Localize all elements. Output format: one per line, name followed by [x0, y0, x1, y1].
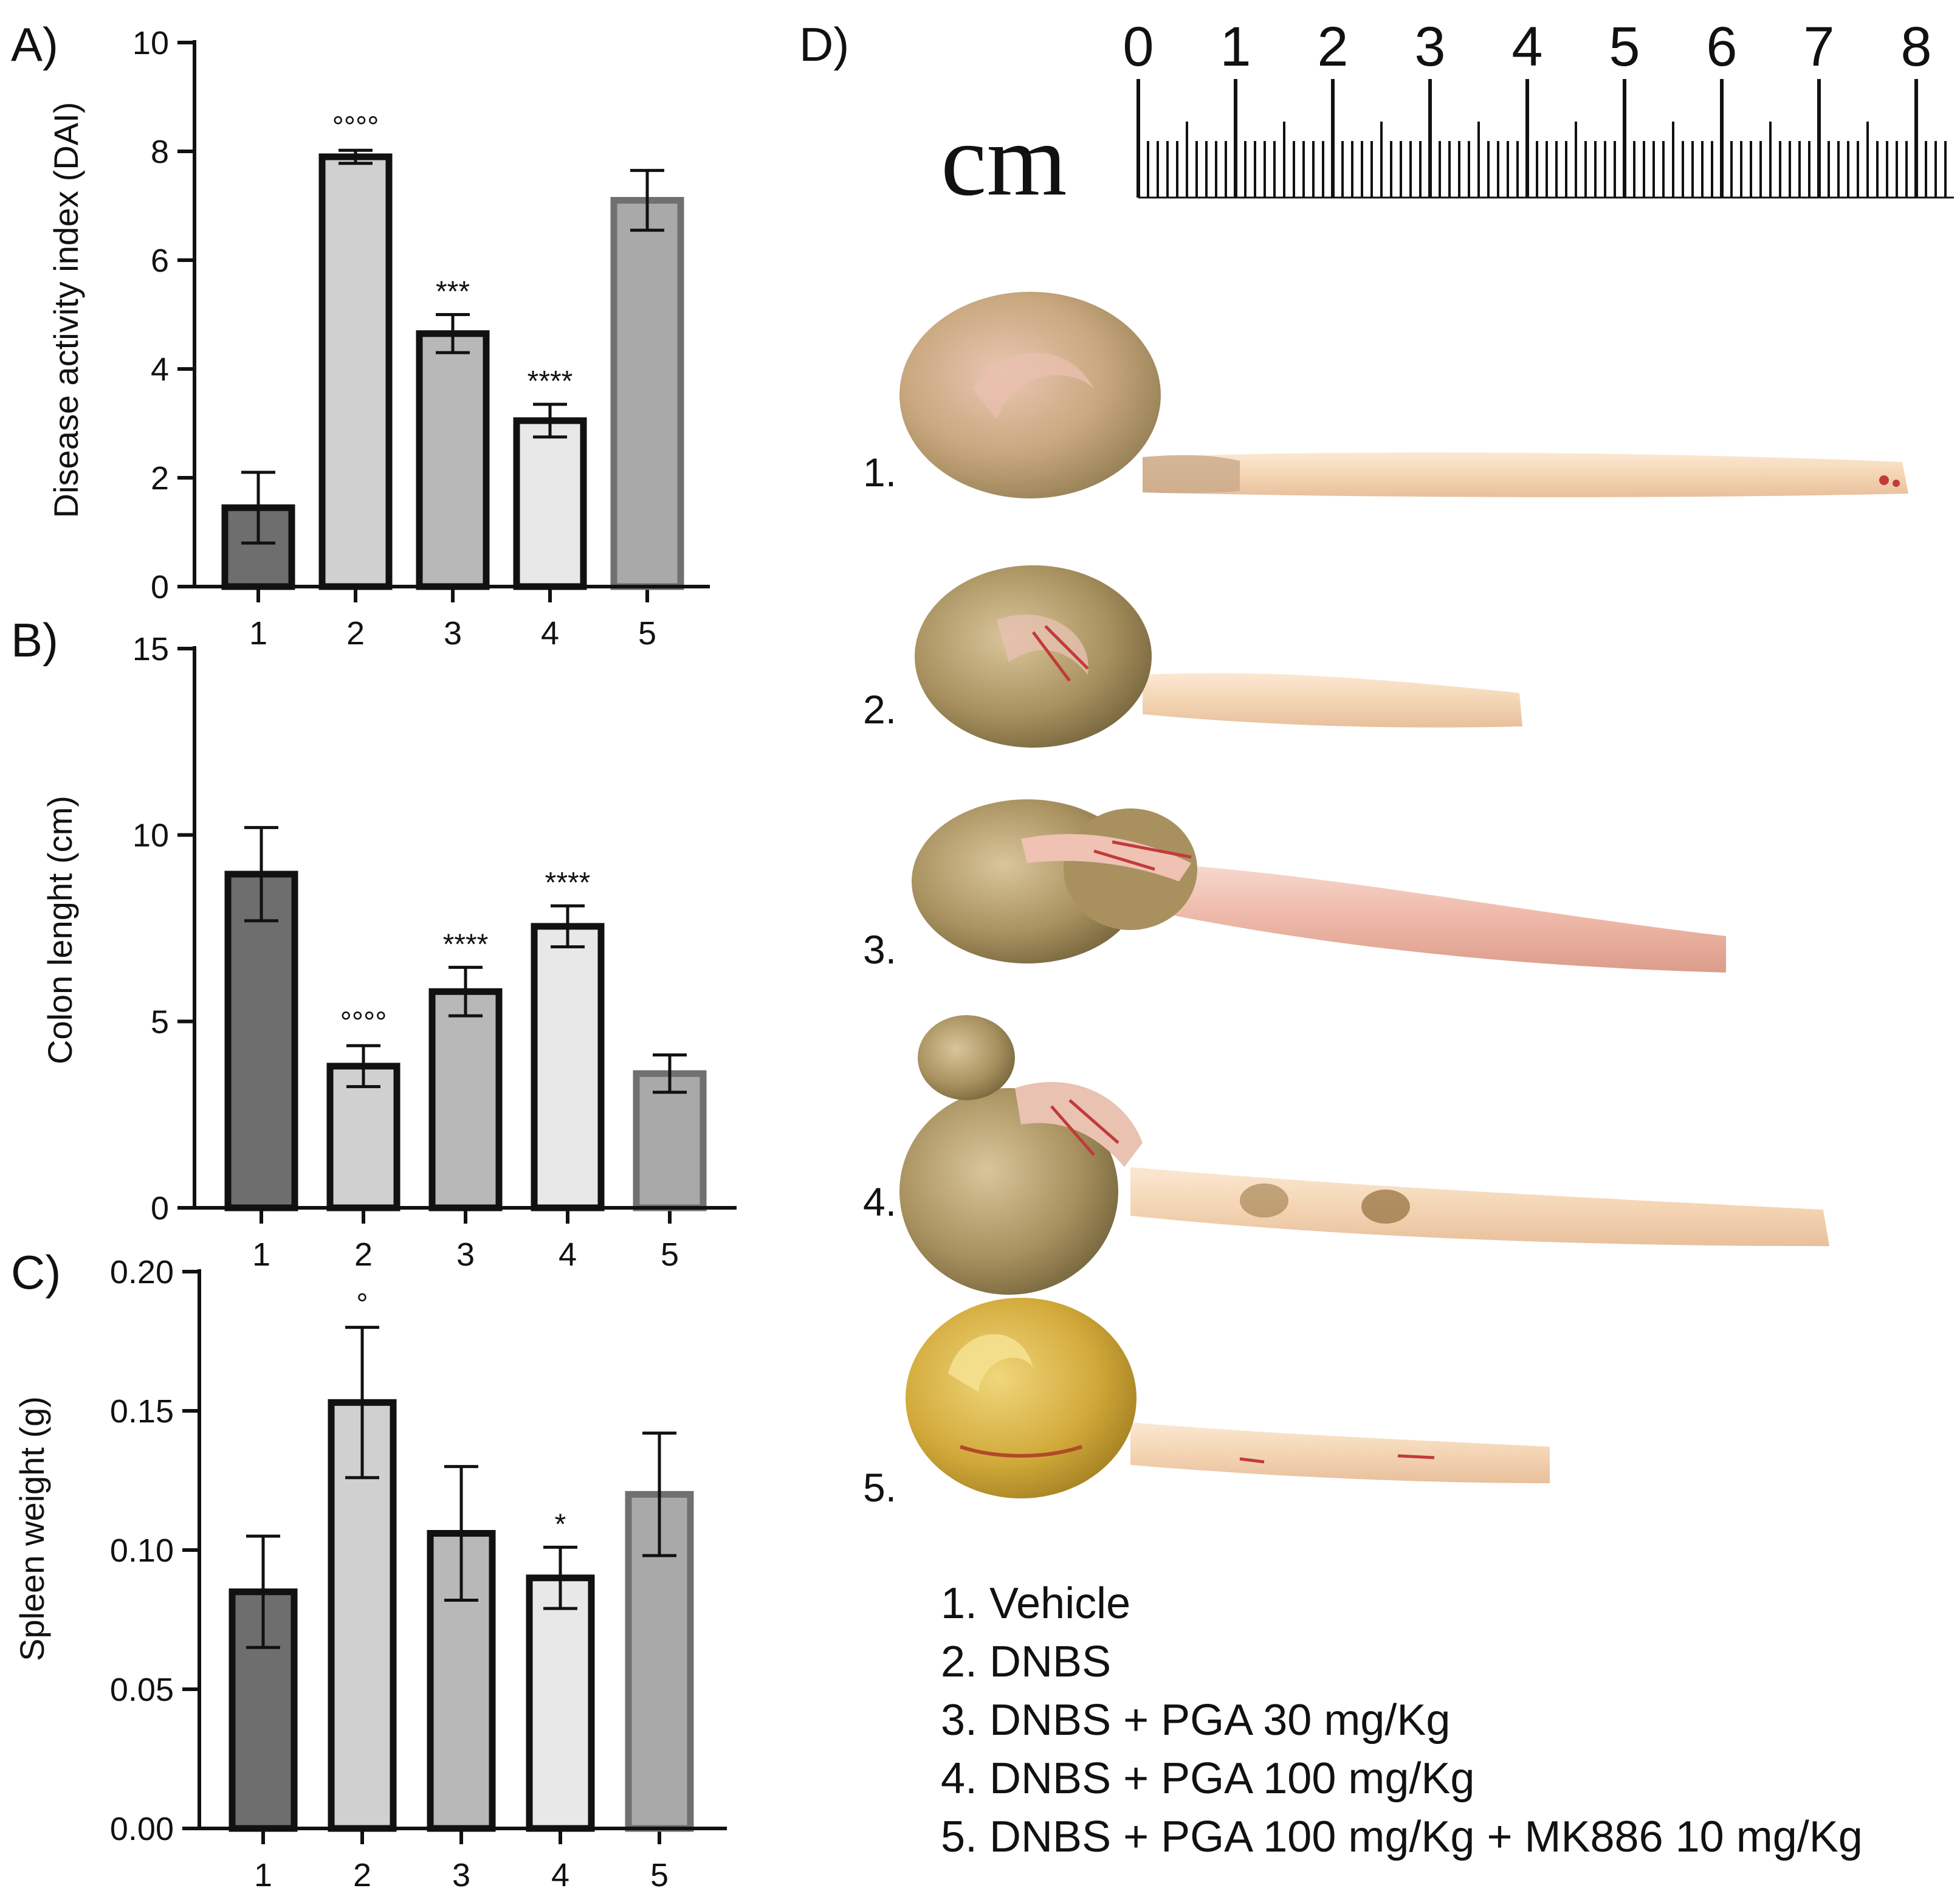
specimen-label-5: 5. [863, 1465, 896, 1510]
panel-label-a: A) [11, 18, 58, 71]
x-tick-label: 5 [638, 615, 656, 652]
x-tick-label: 2 [354, 1236, 373, 1273]
legend-item-pga-30: 3. DNBS + PGA 30 mg/Kg [941, 1696, 1451, 1745]
y-tick-label: 0.15 [110, 1393, 174, 1430]
significance-marker: * [555, 1508, 566, 1540]
chart-a-xticks: 1 2 3 4 5 [249, 587, 656, 652]
chart-b-xticks: 1 2 3 4 5 [252, 1208, 679, 1273]
ruler-label: 0 [1123, 16, 1154, 78]
y-tick-label: 0 [151, 1190, 169, 1227]
chart-c-yticks: 0.00 0.05 0.10 0.15 0.20 [110, 1254, 199, 1847]
significance-marker: *** [436, 276, 470, 308]
x-tick-label: 1 [249, 615, 267, 652]
legend-item-pga-100-mk886: 5. DNBS + PGA 100 mg/Kg + MK886 10 mg/Kg [941, 1813, 1863, 1861]
specimen-label-1: 1. [863, 450, 896, 495]
ruler-label: 4 [1511, 16, 1542, 78]
y-tick-label: 0.00 [110, 1811, 174, 1847]
chart-a-axes [193, 40, 710, 588]
x-tick-label: 1 [252, 1236, 270, 1273]
chart-c-axes [198, 1269, 727, 1830]
ruler-unit: cm [941, 103, 1067, 217]
bar-group-2 [318, 153, 393, 590]
y-tick-label: 0.10 [110, 1532, 174, 1569]
panel-label-d: D) [799, 18, 849, 71]
x-tick-label: 4 [559, 1236, 577, 1273]
x-tick-label: 4 [541, 615, 559, 652]
specimen-4 [899, 1015, 1829, 1295]
chart-b-axes [193, 646, 737, 1210]
x-tick-label: 5 [661, 1236, 679, 1273]
ruler-label: 6 [1706, 16, 1737, 78]
colon-photo-panel: D) cm 0 1 2 3 4 5 6 7 8 [799, 16, 1954, 1510]
bar-group-5 [610, 197, 684, 590]
x-tick-label: 3 [456, 1236, 475, 1273]
y-tick-label: 2 [151, 460, 169, 497]
x-tick-label: 2 [346, 615, 365, 652]
significance-marker: ° [356, 1289, 368, 1321]
bar-group-4 [531, 923, 605, 1211]
significance-marker: °°°° [332, 111, 379, 143]
specimen-label-3: 3. [863, 927, 896, 972]
legend-item-vehicle: 1. Vehicle [941, 1579, 1131, 1628]
significance-marker: **** [528, 365, 573, 398]
chart-b-ylabel: Colon lenght (cm) [41, 796, 79, 1064]
y-tick-label: 0.05 [110, 1672, 174, 1708]
chart-spleen-weight: C) Spleen weight (g) 0.00 0.05 0.10 0.15 0.2… [11, 1246, 727, 1893]
chart-b-bars: °°°° **** **** [224, 825, 707, 1211]
chart-a-yticks: 0 2 4 6 8 10 [132, 25, 194, 605]
ruler-label: 2 [1317, 16, 1348, 78]
ruler-label: 3 [1414, 16, 1445, 78]
y-tick-label: 0 [151, 569, 169, 605]
bar-group-4 [513, 417, 587, 590]
panel-label-b: B) [11, 613, 58, 667]
x-tick-label: 3 [444, 615, 462, 652]
chart-dai: A) Disease activity index (DAI) 0246810 … [11, 18, 710, 652]
y-tick-label: 15 [132, 631, 169, 667]
ruler-label: 1 [1220, 16, 1251, 78]
specimen-3 [912, 799, 1726, 973]
legend-item-dnbs: 2. DNBS [941, 1638, 1112, 1686]
chart-c-bars: °* [229, 1289, 694, 1832]
ruler-label: 7 [1803, 16, 1834, 78]
specimen-1 [899, 292, 1908, 498]
bar-group-1 [224, 870, 298, 1211]
x-tick-label: 1 [254, 1857, 272, 1893]
treatment-legend: 1. Vehicle 2. DNBS 3. DNBS + PGA 30 mg/K… [941, 1574, 1863, 1866]
x-tick-label: 2 [353, 1857, 371, 1893]
y-tick-label: 4 [151, 351, 169, 388]
y-tick-label: 8 [151, 134, 169, 170]
significance-marker: **** [443, 928, 489, 960]
chart-a-ylabel: Disease activity index (DAI) [47, 102, 85, 519]
x-tick-label: 3 [452, 1857, 470, 1893]
specimen-label-4: 4. [863, 1179, 896, 1224]
ruler-label: 8 [1900, 16, 1931, 78]
significance-marker: **** [545, 867, 591, 899]
bar-group-3 [428, 988, 503, 1211]
chart-b-yticks: 0 5 10 15 [132, 631, 194, 1227]
bar-group-4 [526, 1574, 595, 1832]
legend-item-pga-100: 4. DNBS + PGA 100 mg/Kg [941, 1754, 1475, 1803]
specimen-label-2: 2. [863, 687, 896, 732]
ruler-label: 5 [1609, 16, 1640, 78]
panel-label-c: C) [11, 1246, 61, 1299]
chart-a-bars: °°°°******* [221, 111, 684, 590]
chart-c-xticks: 1 2 3 4 5 [254, 1828, 669, 1893]
y-tick-label: 6 [151, 243, 169, 279]
x-tick-label: 5 [650, 1857, 669, 1893]
significance-marker: °°°° [340, 1007, 387, 1039]
x-tick-label: 4 [551, 1857, 569, 1893]
y-tick-label: 0.20 [110, 1254, 174, 1290]
y-tick-label: 5 [151, 1004, 169, 1040]
specimen-2 [915, 565, 1522, 748]
chart-c-ylabel: Spleen weight (g) [13, 1396, 51, 1661]
ruler: 0 1 2 3 4 5 6 7 8 [1123, 16, 1954, 199]
bar-group-2 [326, 1063, 401, 1211]
specimen-5 [906, 1298, 1550, 1498]
y-tick-label: 10 [132, 25, 169, 61]
bar-group-3 [416, 330, 490, 590]
y-tick-label: 10 [132, 818, 169, 854]
